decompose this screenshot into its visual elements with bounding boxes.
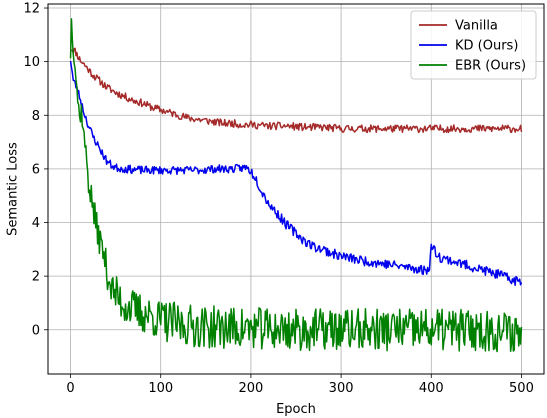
legend-label: EBR (Ours) (455, 59, 526, 74)
y-tick-label: 8 (32, 109, 40, 124)
y-tick-label: 2 (32, 270, 40, 285)
axis-ticks: 0 100 200 300 400 500 0 2 4 6 8 10 12 (23, 2, 533, 396)
legend-label: Vanilla (455, 19, 498, 34)
legend-label: KD (Ours) (455, 39, 518, 54)
series-line-vanilla (70, 47, 523, 134)
y-tick-label: 0 (32, 323, 40, 338)
x-tick-label: 100 (148, 381, 173, 396)
x-tick-label: 200 (238, 381, 263, 396)
x-tick-label: 300 (329, 381, 354, 396)
x-axis-label: Epoch (276, 402, 316, 417)
y-axis-label: Semantic Loss (6, 142, 21, 236)
y-tick-label: 12 (23, 2, 40, 17)
series-lines (69, 18, 523, 353)
x-tick-label: 400 (419, 381, 444, 396)
y-tick-label: 10 (23, 55, 40, 70)
legend: Vanilla KD (Ours) EBR (Ours) (410, 10, 537, 80)
y-tick-label: 4 (32, 216, 40, 231)
series-line-ebr-ours (69, 18, 523, 353)
x-tick-label: 0 (66, 381, 74, 396)
x-tick-label: 500 (509, 381, 534, 396)
plot-frame (47, 3, 545, 375)
y-tick-label: 6 (32, 162, 40, 177)
series-line-kd-ours (69, 60, 523, 287)
legend-box (410, 10, 537, 80)
